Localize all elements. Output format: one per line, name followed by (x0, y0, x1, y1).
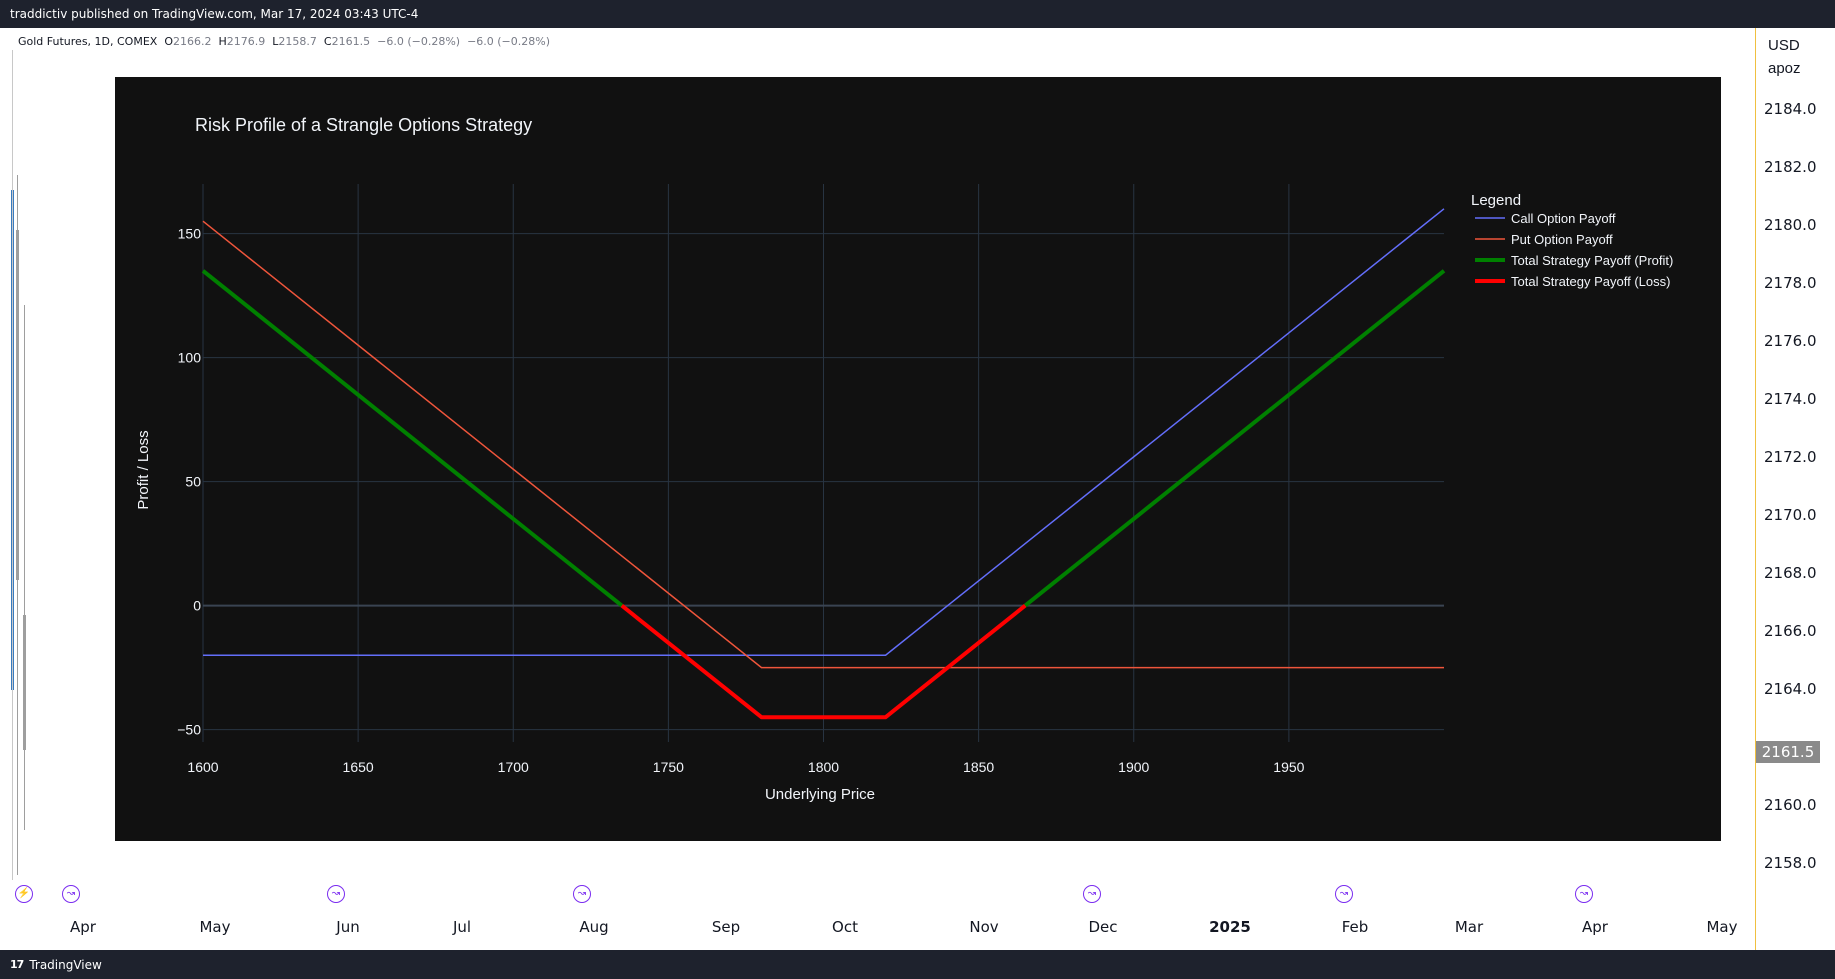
x-tick-label: 1950 (1273, 759, 1304, 775)
unit-label: apoz (1768, 60, 1801, 77)
change-value-2: −6.0 (−0.28%) (467, 35, 551, 48)
open-label: O (164, 35, 173, 48)
y-axis-title: Profit / Loss (135, 430, 152, 509)
candle-wick (24, 305, 25, 830)
dividend-event-icon[interactable]: ↝ (573, 885, 591, 903)
time-tick-label: Feb (1341, 918, 1369, 936)
price-tick-label: 2174.0 (1764, 390, 1817, 408)
publish-header-text: traddictiv published on TradingView.com,… (10, 7, 419, 21)
current-price-badge: 2161.5 (1756, 741, 1820, 763)
close-value: 2161.5 (331, 35, 371, 48)
price-axis[interactable]: USD apoz 2184.0 2182.0 2180.0 2178.0 2176.0 2… (1755, 28, 1835, 950)
price-tick-label: 2184.0 (1764, 100, 1817, 118)
open-value: 2166.2 (173, 35, 212, 48)
x-axis-title: Underlying Price (765, 786, 875, 803)
chart-title: Risk Profile of a Strangle Options Strat… (195, 115, 532, 135)
legend-title: Legend (1471, 192, 1521, 209)
time-tick-label: Sep (711, 918, 741, 936)
change-value: −6.0 (−0.28%) (377, 35, 461, 48)
candle-body (23, 615, 26, 750)
lightning-event-icon[interactable]: ⚡ (15, 885, 33, 903)
time-tick-label: 2025 (1209, 918, 1251, 936)
time-tick-label: Apr (70, 918, 96, 936)
x-tick-label: 1700 (498, 759, 529, 775)
low-value: 2158.7 (278, 35, 317, 48)
total-strategy-payoff-loss-line (620, 604, 1027, 720)
legend-item-label: Total Strategy Payoff (Profit) (1511, 253, 1673, 268)
dividend-event-icon[interactable]: ↝ (1083, 885, 1101, 903)
price-tick-label: 2166.0 (1764, 622, 1817, 640)
price-tick-label: 2182.0 (1764, 158, 1817, 176)
time-axis[interactable]: Apr May Jun Jul Aug Sep Oct Nov Dec 2025 Feb Mar Apr… (0, 910, 1755, 950)
price-tick-label: 2172.0 (1764, 448, 1817, 466)
total-strategy-payoff-profit-line (1023, 269, 1446, 608)
dividend-event-icon[interactable]: ↝ (1575, 885, 1593, 903)
footer-brand: TradingView (29, 957, 102, 972)
low-label: L (272, 35, 279, 48)
legend-item-label: Call Option Payoff (1511, 211, 1616, 226)
y-tick-label: 50 (185, 474, 201, 490)
dividend-event-icon[interactable]: ↝ (1335, 885, 1353, 903)
y-tick-label: −50 (177, 722, 201, 738)
x-tick-label: 1800 (808, 759, 839, 775)
y-tick-label: 0 (193, 598, 201, 614)
time-tick-label: Jun (336, 918, 360, 936)
time-tick-label: Mar (1454, 918, 1484, 936)
tradingview-logo-icon: 17 (10, 958, 24, 971)
price-tick-label: 2180.0 (1764, 216, 1817, 234)
dividend-event-icon[interactable]: ↝ (327, 885, 345, 903)
y-tick-label: 100 (178, 350, 202, 366)
price-tick-label: 2170.0 (1764, 506, 1817, 524)
price-tick-label: 2158.0 (1764, 854, 1817, 872)
x-tick-label: 1750 (653, 759, 684, 775)
x-tick-label: 1650 (343, 759, 374, 775)
high-value: 2176.9 (226, 35, 266, 48)
price-tick-label: 2160.0 (1764, 796, 1817, 814)
time-tick-label: May (199, 918, 231, 936)
time-tick-label: Aug (579, 918, 609, 936)
x-tick-label: 1850 (963, 759, 994, 775)
time-tick-label: Nov (969, 918, 999, 936)
symbol-info: Gold Futures, 1D, COMEX O2166.2 H2176.9 … (18, 35, 550, 48)
y-tick-label: 150 (178, 226, 202, 242)
time-tick-label: Jul (452, 918, 472, 936)
symbol-name: Gold Futures, 1D, COMEX (18, 35, 158, 48)
price-tick-label: 2178.0 (1764, 274, 1817, 292)
x-tick-label: 1600 (187, 759, 218, 775)
legend-item-label: Total Strategy Payoff (Loss) (1511, 274, 1670, 289)
risk-profile-plot: Risk Profile of a Strangle Options Strat… (135, 115, 1673, 803)
price-tick-label: 2168.0 (1764, 564, 1817, 582)
x-tick-label: 1900 (1118, 759, 1149, 775)
publish-header: traddictiv published on TradingView.com,… (0, 0, 1835, 28)
legend-item-label: Put Option Payoff (1511, 232, 1613, 247)
price-tick-label: 2164.0 (1764, 680, 1817, 698)
total-strategy-payoff-profit-line (201, 269, 624, 608)
high-label: H (218, 35, 227, 48)
footer-bar: 17 TradingView (0, 950, 1835, 979)
strategy-chart-image: Risk Profile of a Strangle Options Strat… (115, 77, 1721, 841)
price-tick-label: 2176.0 (1764, 332, 1817, 350)
time-tick-label: Apr (1582, 918, 1608, 936)
currency-label: USD (1768, 37, 1800, 54)
close-label: C (323, 35, 332, 48)
time-tick-label: Oct (832, 918, 858, 936)
currency-selector[interactable]: USD apoz (1768, 34, 1801, 80)
dividend-event-icon[interactable]: ↝ (62, 885, 80, 903)
call-option-payoff-line (203, 208, 1445, 656)
candle-wick (12, 50, 13, 880)
candle-body (16, 230, 19, 580)
time-tick-label: May (1706, 918, 1738, 936)
time-tick-label: Dec (1088, 918, 1118, 936)
put-option-payoff-line (202, 220, 1444, 669)
